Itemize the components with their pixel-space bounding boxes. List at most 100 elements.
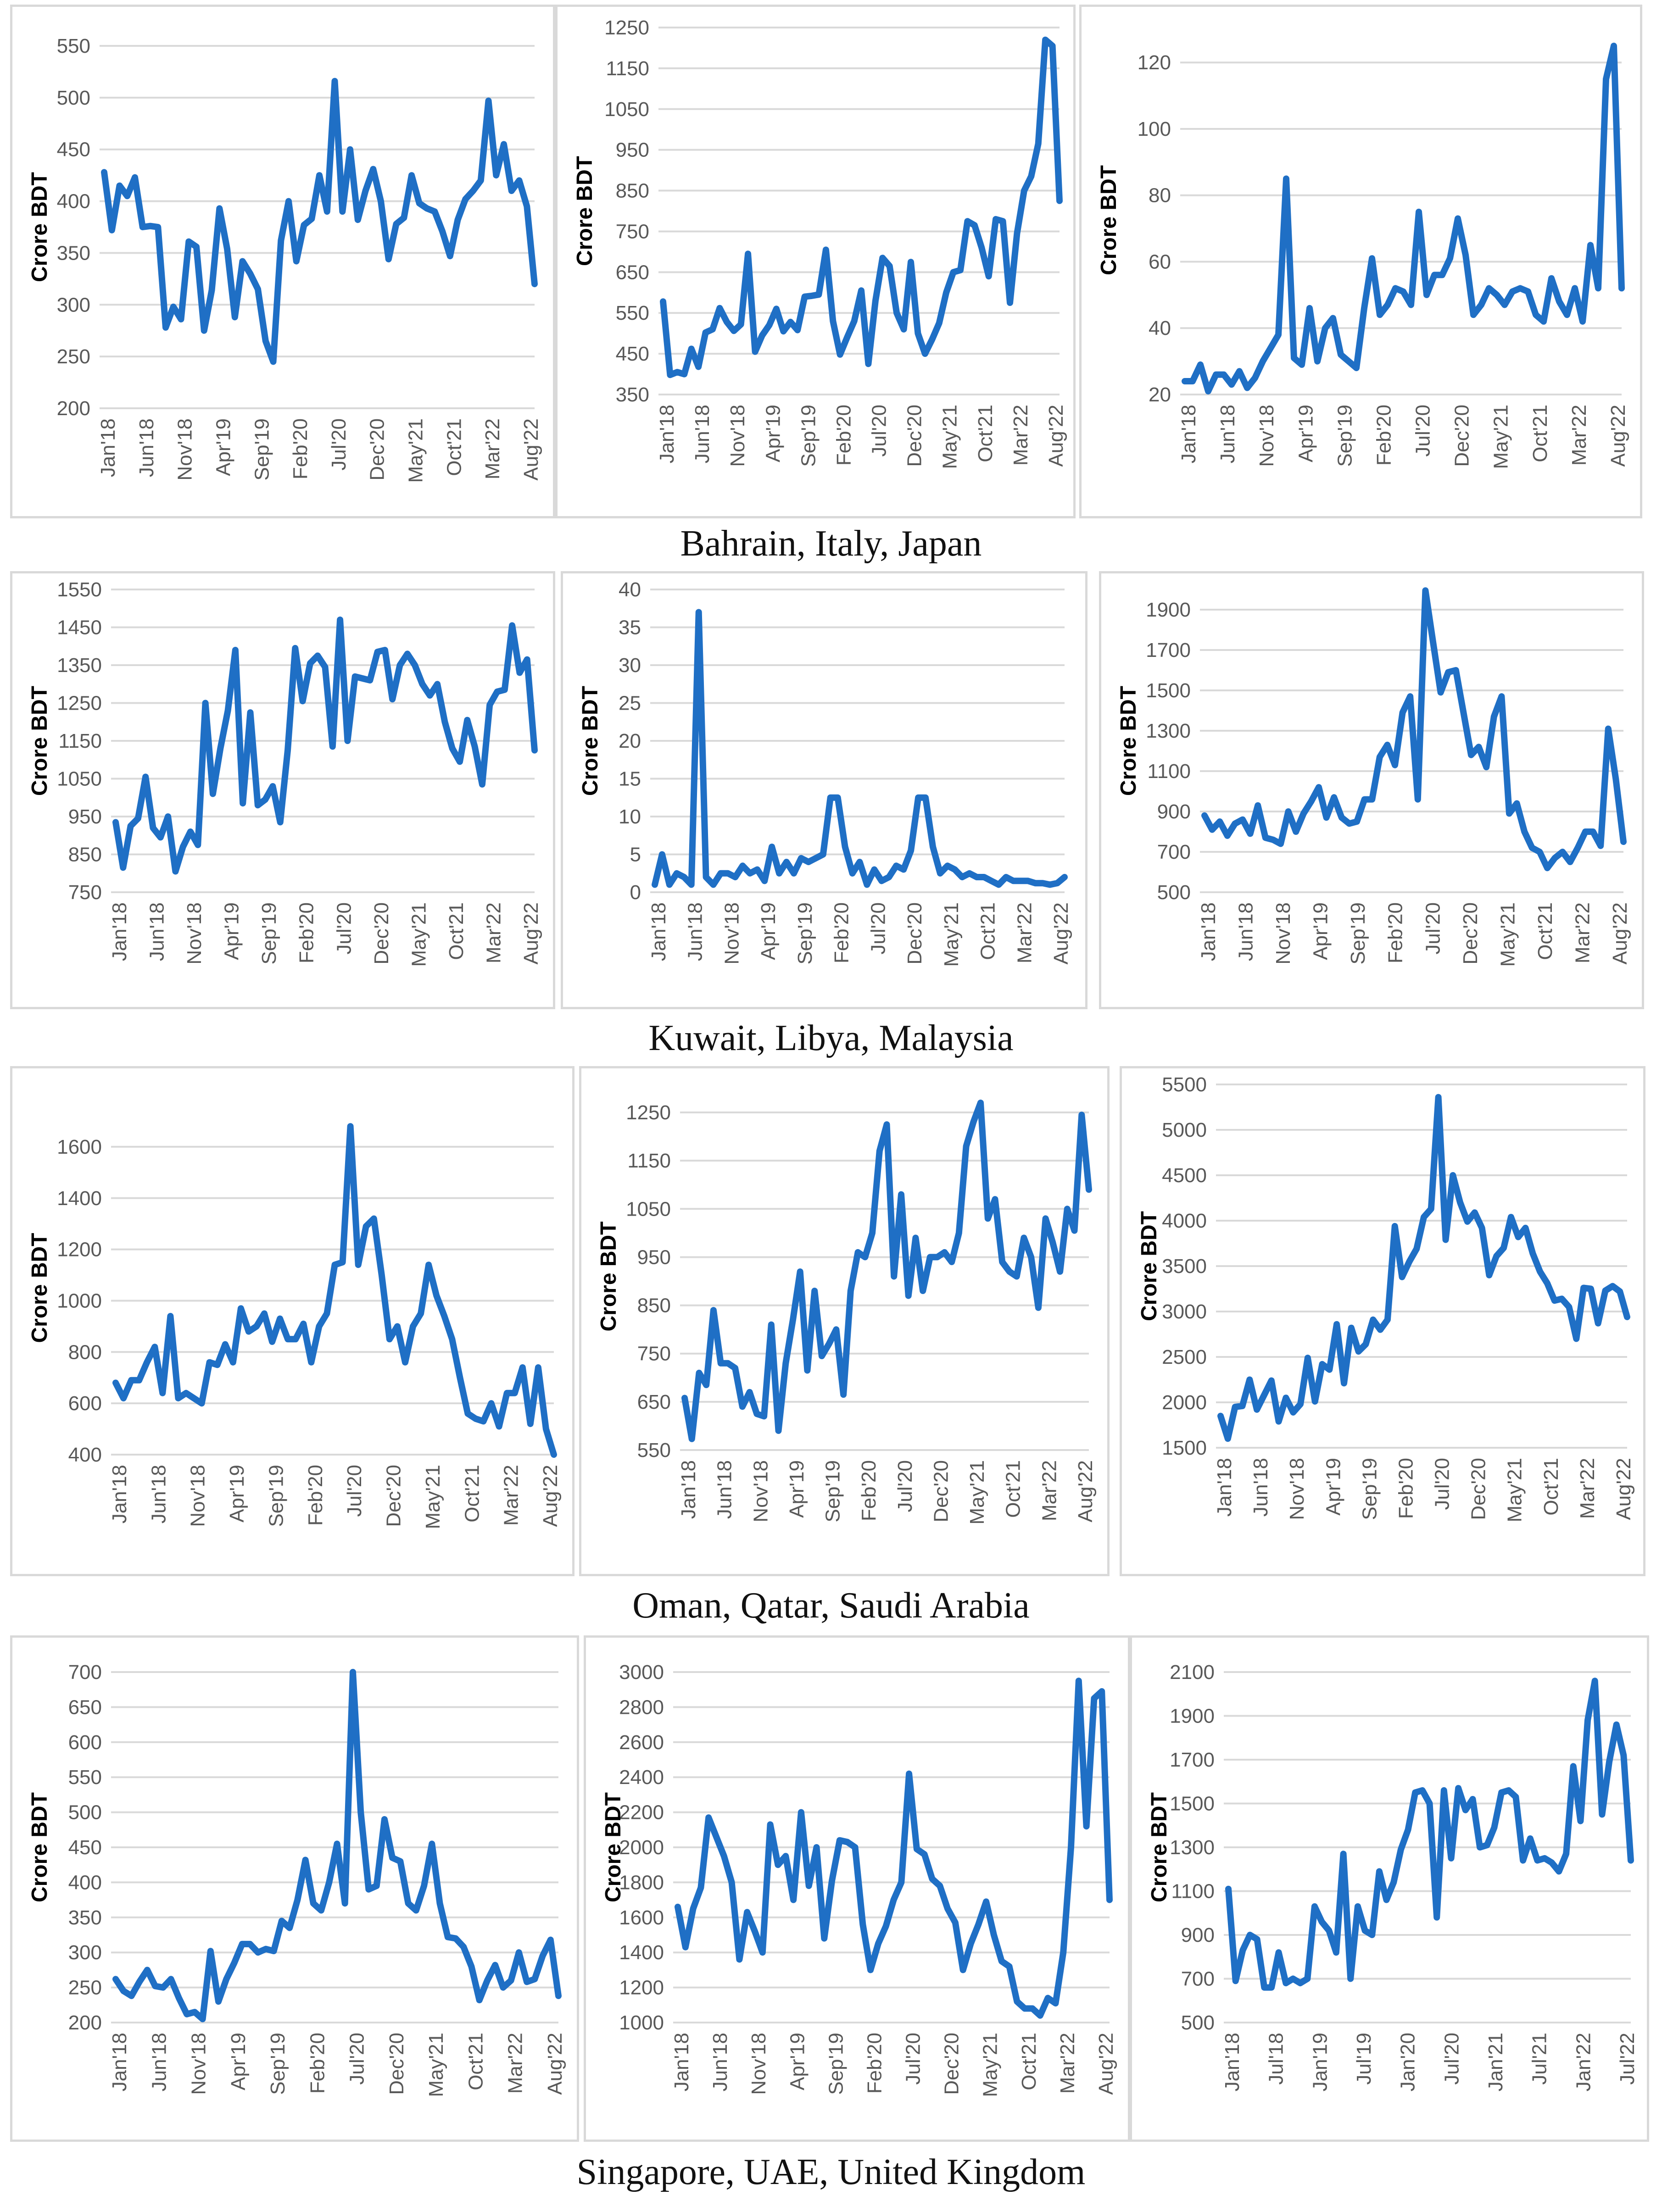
chart-panel-libya: 0 5 10 15 20 25 30 35 40 Jan'18 Jun'18 Nov'18 Apr'19…	[561, 571, 1088, 1009]
x-tick-label: Oct'21	[1534, 902, 1556, 960]
y-tick-label: 1350	[57, 654, 102, 677]
x-tick-label: Jul'20	[333, 902, 355, 955]
x-tick-label: Feb'20	[831, 902, 853, 963]
y-tick-label: 2000	[1162, 1391, 1207, 1414]
y-tick-label: 1100	[1171, 1880, 1215, 1903]
x-tick-label: Sep'19	[251, 418, 273, 481]
y-tick-label: 4500	[1162, 1164, 1207, 1187]
y-tick-label: 850	[68, 844, 102, 866]
y-tick-label: 900	[1157, 800, 1191, 823]
y-tick-label: 1250	[604, 17, 649, 39]
x-tick-label: Sep'19	[258, 902, 280, 965]
x-tick-label: Jan'18	[677, 1460, 700, 1519]
x-tick-label: Sep'19	[1333, 405, 1356, 467]
x-tick-label: Jul'20	[902, 2033, 925, 2085]
y-tick-label: 500	[1181, 2012, 1215, 2034]
x-tick-label: Jun'18	[148, 2033, 170, 2091]
y-tick-label: 5000	[1162, 1119, 1207, 1141]
x-tick-label: May'21	[405, 418, 427, 483]
y-tick-label: 450	[57, 139, 90, 161]
x-tick-label: Apr'19	[221, 902, 243, 960]
x-tick-label: Oct'21	[974, 405, 997, 462]
y-tick-label: 35	[619, 617, 641, 639]
chart-panel-uae: 1000 1200 1400 1600 1800 2000 2200 2400 2600 2800…	[584, 1635, 1130, 2142]
y-tick-label: 850	[637, 1295, 671, 1317]
x-tick-label: Feb'20	[306, 2033, 329, 2094]
x-tick-label: Mar'22	[1013, 902, 1036, 963]
chart-uae: 1000 1200 1400 1600 1800 2000 2200 2400 2600 2800…	[601, 1661, 1117, 2097]
x-tick-label: Feb'20	[289, 418, 312, 479]
x-tick-label: Jan'18	[108, 902, 131, 961]
x-tick-label: Jan'18	[108, 2033, 131, 2091]
y-tick-label: 250	[57, 345, 90, 368]
y-tick-label: 650	[68, 1696, 102, 1718]
series-line	[681, 1100, 1092, 1442]
y-tick-label: 1300	[1170, 1836, 1215, 1859]
series-line	[675, 1678, 1113, 2019]
y-tick-label: 300	[57, 294, 90, 316]
x-tick-label: May'21	[940, 902, 963, 967]
x-tick-label: Mar'22	[1571, 902, 1594, 963]
chart-kuwait: 750 850 950 1050 1150 1250 1350 1450 1550 Jan'18 J…	[28, 578, 542, 967]
y-tick-label: 250	[68, 1977, 102, 1999]
x-tick-label: Jul'21	[1528, 2033, 1551, 2085]
y-tick-label: 350	[68, 1906, 102, 1929]
y-tick-label: 400	[68, 1871, 102, 1894]
caption-oman-qatar-saudi-arabia: Oman, Qatar, Saudi Arabia	[632, 1585, 1030, 1626]
x-tick-label: Mar'22	[482, 902, 505, 963]
x-tick-label: Jul'20	[894, 1460, 916, 1512]
x-tick-label: Aug'22	[539, 1465, 562, 1527]
x-tick-label: Dec'20	[366, 418, 389, 481]
y-axis-label: Crore BDT	[28, 686, 52, 796]
y-tick-label: 450	[616, 343, 649, 365]
x-tick-label: Jan'18	[1197, 902, 1220, 961]
x-tick-label: Jun'18	[1249, 1458, 1272, 1517]
y-tick-label: 1900	[1170, 1705, 1215, 1728]
chart-libya: 0 5 10 15 20 25 30 35 40 Jan'18 Jun'18 Nov'18 Apr'19…	[578, 578, 1072, 967]
x-tick-label: Jun'18	[1216, 405, 1239, 463]
y-tick-label: 1050	[57, 768, 102, 790]
chart-panel-malaysia: 500 700 900 1100 1300 1500 1700 1900 Jan'18 Jun'1…	[1099, 571, 1644, 1009]
x-tick-label: May'21	[966, 1460, 988, 1524]
y-tick-label: 25	[619, 692, 641, 715]
chart-panel-japan: 20 40 60 80 100 120 Jan'18 Jun'18 Nov'18 Apr'19 Se…	[1079, 5, 1642, 518]
y-tick-label: 1150	[606, 57, 649, 80]
x-tick-label: Apr'19	[226, 1465, 248, 1523]
x-tick-label: Jan'19	[1309, 2033, 1331, 2091]
x-tick-label: Nov'18	[174, 418, 196, 481]
x-tick-label: Jul'19	[1353, 2033, 1375, 2085]
y-tick-label: 1200	[57, 1239, 102, 1261]
y-tick-label: 700	[68, 1661, 102, 1684]
y-tick-label: 200	[57, 397, 90, 420]
x-tick-label: Aug'22	[520, 418, 542, 481]
y-tick-label: 20	[1149, 383, 1171, 406]
y-tick-label: 2500	[1162, 1346, 1207, 1368]
x-tick-label: Dec'20	[1451, 405, 1473, 467]
y-tick-label: 2100	[1170, 1661, 1215, 1684]
series-line	[652, 609, 1068, 888]
x-tick-label: Apr'19	[1294, 405, 1317, 462]
x-tick-label: Jun'18	[147, 1465, 170, 1523]
y-tick-label: 40	[1149, 317, 1171, 339]
chart-italy: 350 450 550 650 750 850 950 1050 1150 1250 Jan'18 J…	[573, 17, 1067, 469]
x-tick-label: Aug'22	[1607, 405, 1629, 467]
series-line	[1217, 1094, 1630, 1442]
x-tick-label: Jan'18	[1221, 2033, 1244, 2091]
x-tick-label: Jul'20	[343, 1465, 366, 1517]
x-tick-label: Jun'18	[135, 418, 158, 477]
x-tick-label: Nov'18	[183, 902, 206, 965]
x-tick-label: May'21	[1490, 405, 1512, 469]
y-tick-label: 3500	[1162, 1255, 1207, 1278]
y-tick-label: 10	[619, 806, 641, 828]
y-axis-label: Crore BDT	[597, 1221, 621, 1331]
caption-singapore-uae-united-kingdom: Singapore, UAE, United Kingdom	[576, 2152, 1086, 2192]
y-axis-label: Crore BDT	[28, 1233, 52, 1343]
chart-bahrain: 200 250 300 350 400 450 500 550 Jan'18 Jun'18 Nov'…	[28, 35, 542, 483]
x-tick-label: Jun'18	[146, 902, 168, 961]
x-tick-label: Jun'18	[684, 902, 707, 961]
x-tick-label: Nov'18	[1286, 1458, 1308, 1520]
y-tick-label: 550	[637, 1439, 671, 1462]
y-tick-label: 15	[619, 768, 641, 790]
series-line	[1182, 43, 1625, 395]
x-tick-label: Mar'22	[481, 418, 504, 479]
